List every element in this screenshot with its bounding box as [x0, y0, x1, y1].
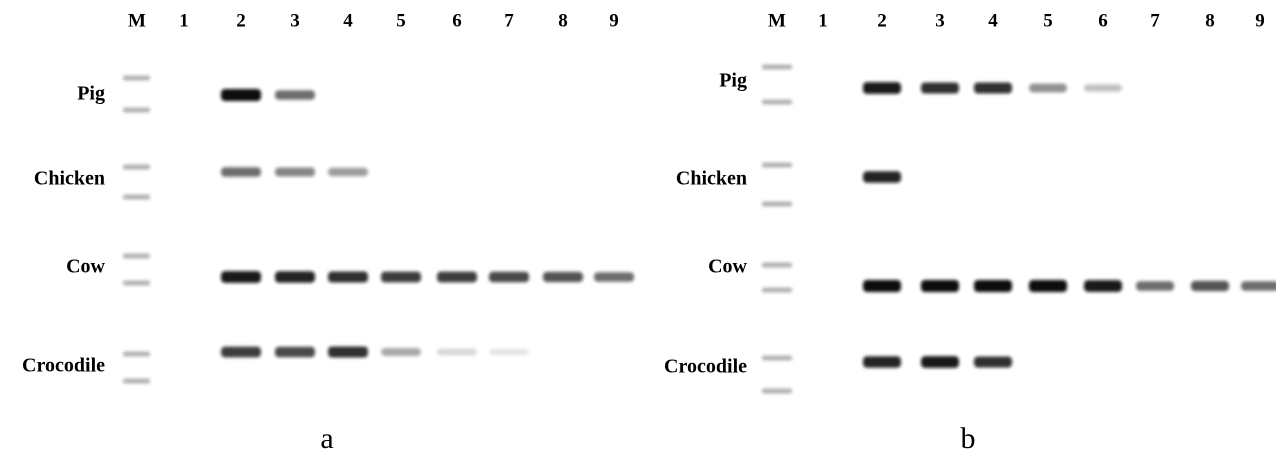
lane-label: 4: [988, 10, 998, 31]
row-label: Chicken: [34, 168, 105, 190]
gel-band: [328, 346, 368, 358]
gel-band: [1191, 280, 1229, 292]
gel-band: [275, 346, 315, 358]
lane-label: 5: [1043, 10, 1053, 31]
marker-band: [762, 355, 792, 361]
gel-band: [328, 271, 368, 283]
marker-band: [123, 378, 150, 384]
lane-label: 7: [1150, 10, 1160, 31]
lane-label: 3: [935, 10, 945, 31]
lane-label: 8: [1205, 10, 1215, 31]
gel-band: [275, 271, 315, 283]
row-label: Cow: [66, 256, 105, 278]
marker-band: [762, 388, 792, 394]
gel-band: [974, 280, 1012, 292]
row-label: Pig: [77, 83, 105, 105]
gel-band: [275, 167, 315, 177]
gel-band: [275, 90, 315, 100]
lane-label: 4: [343, 10, 353, 31]
gel-band: [381, 271, 421, 283]
marker-band: [762, 64, 792, 70]
gel-band: [489, 348, 529, 356]
lane-label: 3: [290, 10, 300, 31]
gel-band: [921, 280, 959, 292]
lane-label: 2: [877, 10, 887, 31]
gel-band: [1029, 83, 1067, 93]
marker-band: [762, 99, 792, 105]
marker-band: [123, 107, 150, 113]
lane-label: 9: [1255, 10, 1265, 31]
gel-band: [1029, 280, 1067, 292]
row-label: Crocodile: [664, 356, 747, 378]
gel-band: [974, 82, 1012, 94]
marker-band: [762, 201, 792, 207]
gel-band: [1084, 280, 1122, 292]
row-label: Crocodile: [22, 355, 105, 377]
panel-caption: b: [961, 422, 976, 452]
gel-band: [489, 271, 529, 283]
gel-band: [1084, 84, 1122, 92]
lane-label: 8: [558, 10, 568, 31]
gel-band: [863, 356, 901, 368]
lane-label: 6: [452, 10, 462, 31]
lane-label: 2: [236, 10, 246, 31]
gel-band: [863, 171, 901, 183]
marker-band: [123, 75, 150, 81]
panel-caption: a: [320, 422, 333, 452]
marker-band: [762, 287, 792, 293]
gel-band: [974, 356, 1012, 368]
gel-band: [221, 346, 261, 358]
lane-label: 5: [396, 10, 406, 31]
marker-band: [762, 162, 792, 168]
gel-band: [1136, 281, 1174, 291]
lane-label: 1: [179, 10, 189, 31]
lane-label: 7: [504, 10, 514, 31]
gel-band: [863, 82, 901, 94]
gel-band: [381, 347, 421, 357]
gel-band: [921, 356, 959, 368]
marker-band: [123, 194, 150, 200]
gel-band: [543, 271, 583, 283]
marker-band: [123, 280, 150, 286]
lane-label: 6: [1098, 10, 1108, 31]
gel-band: [221, 271, 261, 283]
marker-band: [762, 262, 792, 268]
gel-band: [221, 167, 261, 177]
marker-band: [123, 164, 150, 170]
marker-band: [123, 351, 150, 357]
lane-label: M: [768, 10, 786, 31]
lane-label: 9: [609, 10, 619, 31]
gel-band: [921, 82, 959, 94]
gel-band: [1241, 281, 1276, 291]
marker-band: [123, 253, 150, 259]
row-label: Cow: [708, 256, 747, 278]
gel-band: [328, 167, 368, 177]
gel-band: [221, 89, 261, 101]
lane-label: 1: [818, 10, 828, 31]
gel-band: [437, 271, 477, 283]
gel-band: [437, 348, 477, 356]
gel-band: [594, 272, 634, 282]
row-label: Pig: [719, 70, 747, 92]
row-label: Chicken: [676, 168, 747, 190]
lane-label: M: [128, 10, 146, 31]
gel-band: [863, 280, 901, 292]
